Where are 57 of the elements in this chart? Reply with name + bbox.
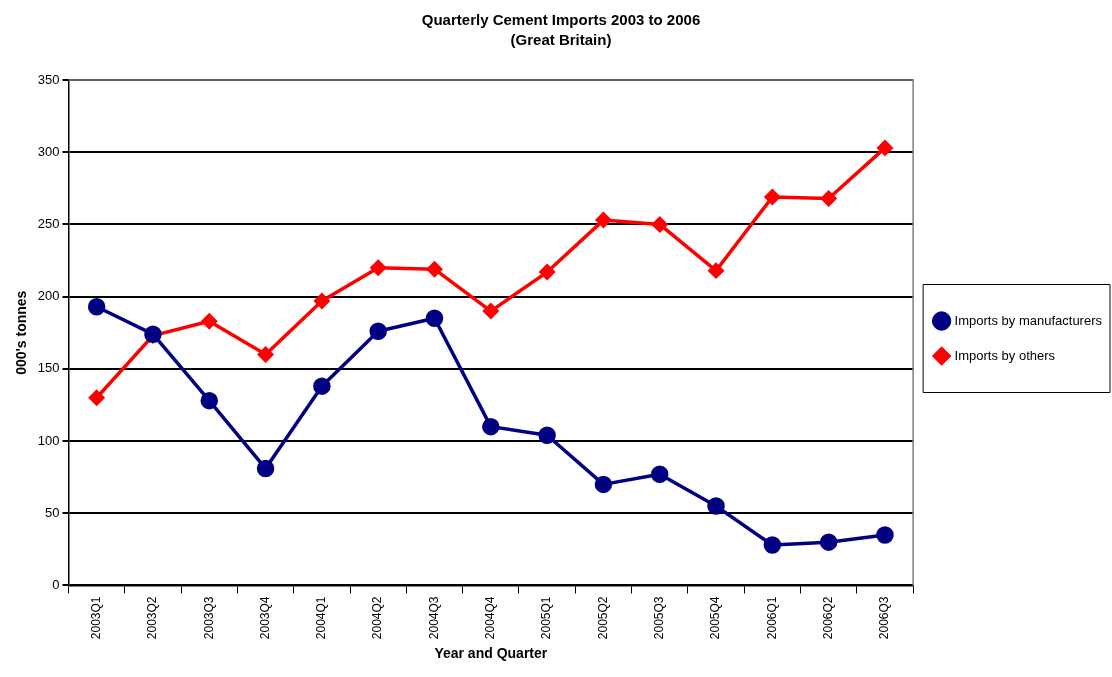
- y-tick-label: 150: [37, 360, 60, 376]
- x-tick-label: 2005Q1: [539, 596, 554, 640]
- point: [201, 313, 218, 329]
- x-tick-label: 2004Q2: [370, 596, 385, 640]
- chart-subtitle: (Great Britain): [510, 31, 612, 49]
- point: [763, 536, 782, 554]
- point: [370, 260, 386, 276]
- x-tick-label: 2004Q1: [314, 596, 329, 640]
- point: [876, 526, 894, 544]
- legend-label: Imports by others: [954, 347, 1056, 363]
- point: [708, 262, 724, 279]
- point: [819, 533, 838, 551]
- point: [594, 475, 613, 494]
- x-tick-label: 2003Q3: [201, 596, 216, 640]
- point: [877, 140, 893, 156]
- point: [88, 389, 105, 406]
- x-tick-label: 2006Q1: [764, 596, 779, 640]
- y-tick-label: 250: [37, 216, 60, 232]
- legend-label: Imports by manufacturers: [954, 312, 1103, 328]
- point: [820, 190, 837, 207]
- point: [425, 309, 444, 328]
- x-tick-label: 2005Q4: [708, 596, 723, 640]
- x-tick-label: 2004Q3: [426, 596, 441, 640]
- y-tick-label: 300: [37, 143, 60, 159]
- x-axis-title: Year and Quarter: [434, 645, 548, 662]
- point: [257, 346, 274, 363]
- x-tick-label: 2004Q4: [483, 596, 498, 640]
- point: [651, 216, 668, 233]
- point: [256, 459, 275, 478]
- point: [313, 377, 331, 395]
- y-axis-title: 000's tonnes: [13, 290, 30, 375]
- point: [200, 391, 219, 410]
- x-tick-label: 2005Q2: [595, 596, 610, 640]
- x-tick-label: 2006Q2: [820, 596, 835, 640]
- y-tick-label: 0: [52, 577, 60, 593]
- point: [369, 322, 387, 341]
- point: [426, 261, 443, 277]
- chart-title: Quarterly Cement Imports 2003 to 2006: [421, 11, 701, 29]
- point: [707, 497, 725, 515]
- point: [595, 212, 612, 228]
- y-tick-label: 350: [37, 71, 60, 87]
- point: [314, 293, 330, 309]
- y-tick-label: 100: [37, 432, 60, 448]
- point: [482, 417, 500, 436]
- y-tick-label: 50: [45, 504, 60, 520]
- x-tick-label: 2003Q1: [88, 596, 103, 640]
- point: [87, 298, 106, 316]
- x-tick-label: 2003Q4: [257, 596, 272, 640]
- point: [539, 264, 555, 280]
- y-tick-label: 200: [37, 288, 60, 304]
- point: [764, 189, 781, 205]
- point: [483, 303, 499, 319]
- point: [538, 426, 556, 445]
- x-tick-label: 2006Q3: [877, 596, 892, 640]
- x-tick-label: 2003Q2: [145, 596, 160, 640]
- point: [650, 465, 669, 484]
- x-tick-label: 2005Q3: [652, 596, 667, 640]
